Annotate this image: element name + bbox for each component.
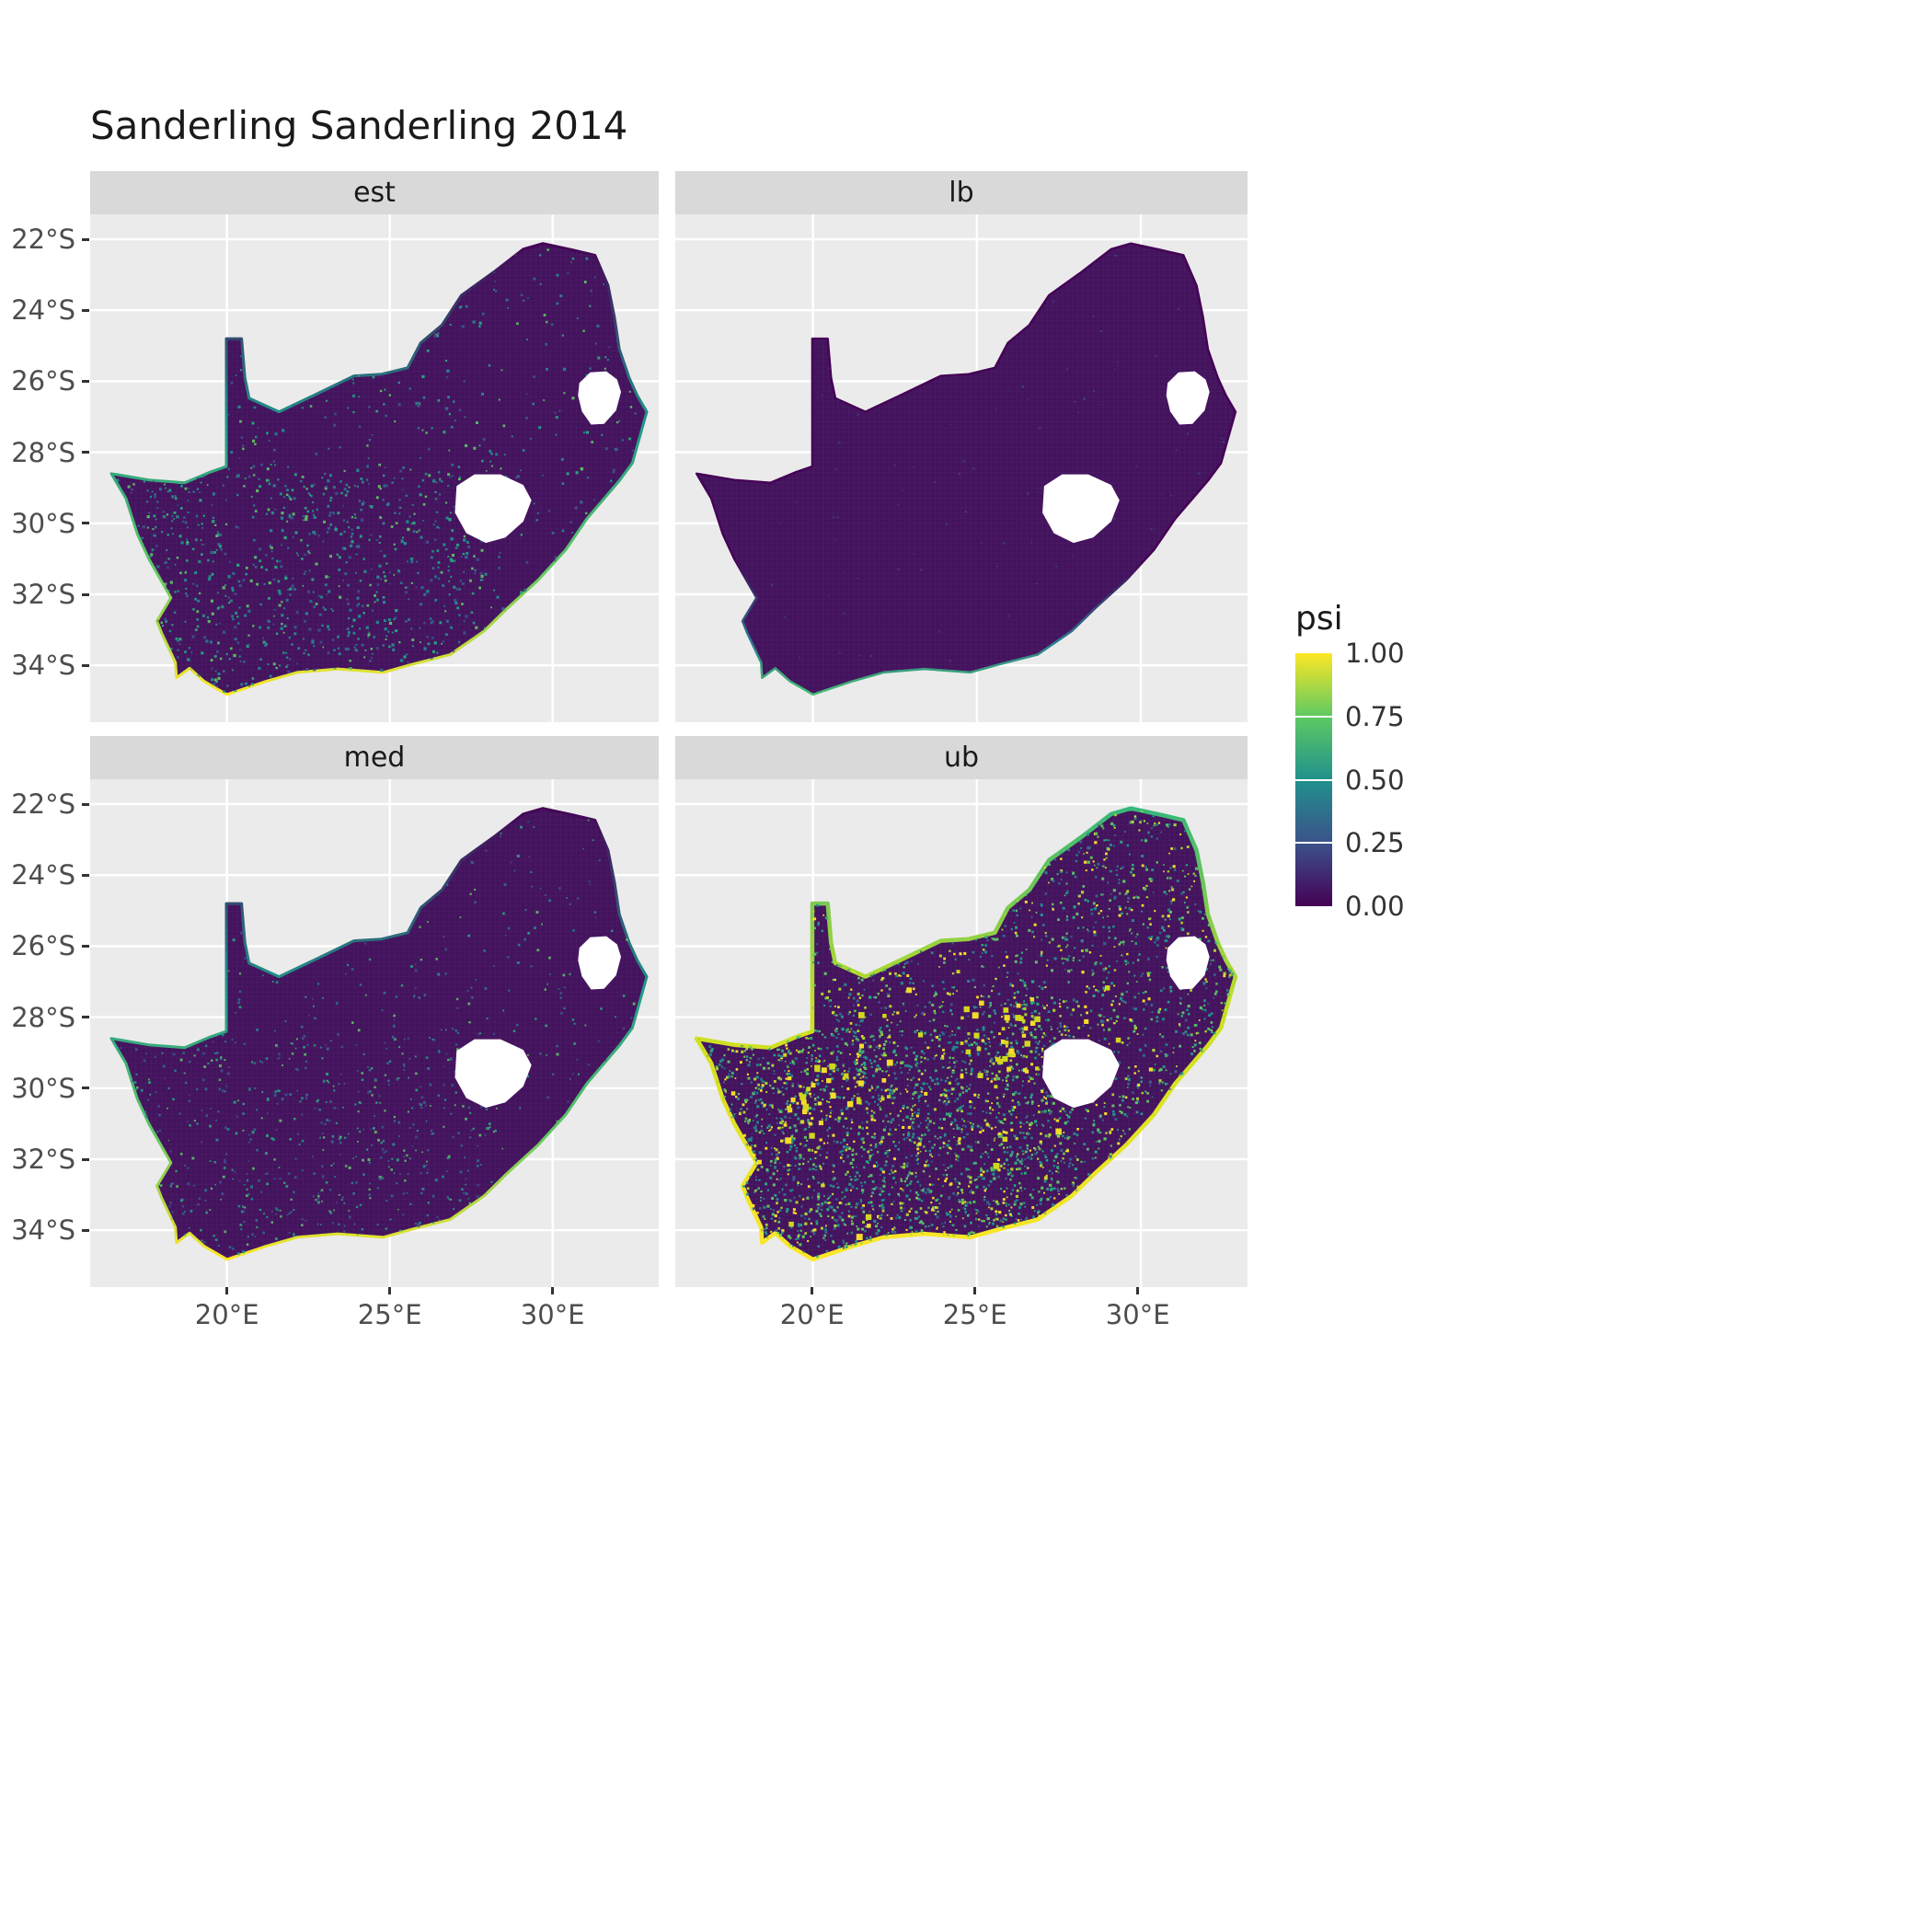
- legend-break-label: 1.00: [1345, 638, 1405, 669]
- legend-tick-mark: [1295, 715, 1332, 718]
- facet-strip-label: lb: [949, 177, 974, 209]
- x-axis-tick-label: 30°E: [1105, 1299, 1170, 1330]
- legend-tick-mark: [1295, 778, 1332, 781]
- eswatini-hole: [1166, 371, 1210, 425]
- facet-strip-label: med: [343, 742, 406, 774]
- y-axis-tick-mark: [82, 379, 89, 383]
- y-axis-tick-mark: [82, 873, 89, 877]
- map-svg-med: [90, 779, 659, 1287]
- x-axis-tick-mark: [811, 1287, 814, 1294]
- legend-break-label: 0.25: [1345, 827, 1405, 859]
- facet-strip-ub: ub: [675, 736, 1248, 779]
- y-axis-tick-label: 30°S: [11, 1072, 75, 1104]
- y-axis-tick-label: 22°S: [11, 224, 75, 256]
- x-axis-tick-label: 20°E: [194, 1299, 259, 1330]
- eswatini-hole: [1166, 936, 1210, 990]
- map-svg-ub: [675, 779, 1248, 1287]
- y-axis-tick-label: 26°S: [11, 930, 75, 962]
- y-axis-tick-label: 28°S: [11, 436, 75, 468]
- y-axis-tick-label: 28°S: [11, 1001, 75, 1033]
- eswatini-hole: [578, 936, 621, 990]
- lesotho-hole: [1042, 1039, 1120, 1109]
- y-axis-tick-mark: [82, 451, 89, 454]
- y-axis-tick-mark: [82, 802, 89, 806]
- plot-title: Sanderling Sanderling 2014: [90, 103, 628, 148]
- facet-strip-label: est: [353, 177, 396, 209]
- lesotho-hole: [454, 474, 532, 544]
- facet-strip-label: ub: [943, 742, 980, 774]
- y-axis-tick-label: 32°S: [11, 1144, 75, 1176]
- legend-break-label: 0.00: [1345, 891, 1405, 922]
- y-axis-tick-label: 32°S: [11, 579, 75, 611]
- y-axis-tick-mark: [82, 1157, 89, 1161]
- eswatini-hole: [578, 371, 621, 425]
- y-axis-tick-mark: [82, 663, 89, 667]
- x-axis-tick-label: 30°E: [520, 1299, 585, 1330]
- lesotho-hole: [454, 1039, 532, 1109]
- y-axis-tick-label: 34°S: [11, 650, 75, 682]
- y-axis-tick-mark: [82, 592, 89, 596]
- facet-panel-ub: [675, 779, 1248, 1287]
- x-axis-tick-mark: [225, 1287, 229, 1294]
- y-axis-tick-mark: [82, 237, 89, 241]
- x-axis-tick-mark: [388, 1287, 392, 1294]
- lesotho-hole: [1042, 474, 1120, 544]
- legend-title: psi: [1295, 600, 1343, 638]
- facet-strip-est: est: [90, 171, 659, 214]
- y-axis-tick-mark: [82, 308, 89, 312]
- y-axis-tick-label: 30°S: [11, 507, 75, 539]
- legend-tick-mark: [1295, 842, 1332, 845]
- facet-panel-est: [90, 214, 659, 722]
- map-svg-est: [90, 214, 659, 722]
- y-axis-tick-mark: [82, 944, 89, 948]
- y-axis-tick-mark: [82, 522, 89, 525]
- x-axis-tick-label: 20°E: [779, 1299, 845, 1330]
- x-axis-tick-mark: [973, 1287, 977, 1294]
- facet-panel-lb: [675, 214, 1248, 722]
- y-axis-tick-label: 34°S: [11, 1214, 75, 1247]
- map-svg-lb: [675, 214, 1248, 722]
- legend-break-label: 0.75: [1345, 700, 1405, 732]
- legend-break-label: 0.50: [1345, 764, 1405, 796]
- x-axis-tick-label: 25°E: [357, 1299, 422, 1330]
- y-axis-tick-mark: [82, 1228, 89, 1232]
- y-axis-tick-label: 24°S: [11, 859, 75, 891]
- x-axis-tick-mark: [551, 1287, 555, 1294]
- facet-strip-med: med: [90, 736, 659, 779]
- facet-strip-lb: lb: [675, 171, 1248, 214]
- y-axis-tick-mark: [82, 1016, 89, 1019]
- x-axis-tick-label: 25°E: [942, 1299, 1007, 1330]
- x-axis-tick-mark: [1136, 1287, 1140, 1294]
- y-axis-tick-label: 24°S: [11, 294, 75, 327]
- y-axis-tick-label: 22°S: [11, 788, 75, 821]
- y-axis-tick-mark: [82, 1087, 89, 1090]
- y-axis-tick-label: 26°S: [11, 365, 75, 397]
- facet-panel-med: [90, 779, 659, 1287]
